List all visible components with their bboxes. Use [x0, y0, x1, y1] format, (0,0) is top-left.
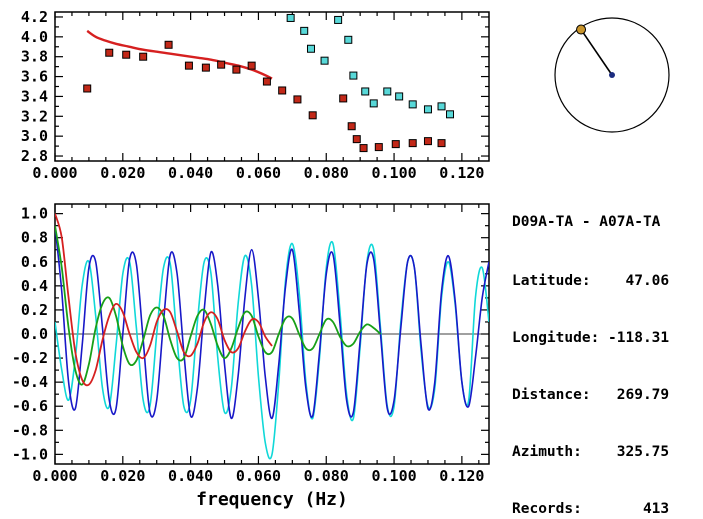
data-point [278, 86, 287, 95]
y-tick-label: 3.4 [21, 87, 48, 105]
x-tick-label: 0.060 [236, 164, 281, 182]
data-point [300, 26, 309, 35]
waveform-plot: 0.000 0.020 0.040 0.060 0.080 0.100 0.120 -1.0 -… [12, 203, 490, 510]
cross-spectrum-cyan [55, 241, 489, 460]
data-point [391, 140, 400, 149]
data-point [334, 15, 343, 24]
data-point [383, 87, 392, 96]
station-info-block: D09A-TA - A07A-TA Latitude: 47.06 Longit… [512, 175, 669, 519]
data-point [232, 65, 241, 74]
data-point [105, 48, 114, 57]
data-point [320, 56, 329, 65]
y-tick-label: 1.0 [21, 205, 48, 223]
info-line-longitude: Longitude: -118.31 [512, 330, 670, 346]
info-line-latitude: Latitude: 47.06 [512, 273, 670, 289]
center-station-dot [609, 72, 615, 78]
y-tick-label: -0.2 [12, 349, 48, 367]
data-point [122, 50, 131, 59]
data-point [437, 102, 446, 111]
data-point [408, 139, 417, 148]
data-point [217, 60, 226, 69]
data-point [339, 94, 348, 103]
x-tick-label: 0.100 [371, 467, 416, 485]
waveform-traces [55, 213, 489, 460]
data-point [349, 71, 358, 80]
data-point [437, 139, 446, 148]
y-tick-label: -0.6 [12, 397, 48, 415]
dispersion-plot: 0.000 0.020 0.040 0.060 0.080 0.100 0.120 2.8 3.… [21, 8, 490, 182]
data-point [359, 144, 368, 153]
measurements-red [83, 40, 446, 153]
data-point [262, 77, 271, 86]
x-axis-label: frequency (Hz) [196, 489, 348, 510]
x-tick-label: 0.060 [236, 467, 281, 485]
y-tick-label: 3.8 [21, 48, 48, 66]
x-tick-label: 0.120 [439, 164, 484, 182]
y-tick-label: 3.0 [21, 127, 48, 145]
y-tick-label: 0.4 [21, 277, 48, 295]
data-point [347, 122, 356, 131]
y-tick-label: 4.0 [21, 28, 48, 46]
x-tick-label: 0.000 [32, 467, 77, 485]
x-tick-label: 0.080 [304, 164, 349, 182]
info-line-azimuth: Azimuth: 325.75 [512, 444, 670, 460]
data-point [201, 63, 210, 72]
y-tick-label: 3.6 [21, 68, 48, 86]
azimuth-compass [554, 17, 670, 133]
y-tick-label: -1.0 [12, 445, 48, 463]
y-tick-label: 0.6 [21, 253, 48, 271]
x-tick-label: 0.120 [439, 467, 484, 485]
data-point [361, 87, 370, 96]
x-tick-label: 0.100 [371, 164, 416, 182]
y-tick-label: 0.0 [21, 325, 48, 343]
azimuth-line [580, 29, 613, 76]
x-tick-label: 0.020 [100, 467, 145, 485]
y-tick-label: 0.8 [21, 229, 48, 247]
data-point [308, 111, 317, 120]
data-point [139, 52, 148, 61]
remote-station-dot [576, 24, 587, 35]
station-pair-title: D09A-TA - A07A-TA [512, 214, 661, 230]
y-tick-label: -0.4 [12, 373, 48, 391]
data-point [446, 110, 455, 119]
data-point [369, 99, 378, 108]
data-point [286, 13, 295, 22]
data-point [184, 61, 193, 70]
x-tick-label: 0.040 [168, 467, 213, 485]
smoothed-red [55, 213, 273, 387]
data-point [395, 92, 404, 101]
data-point [352, 135, 361, 144]
y-tick-label: 4.2 [21, 8, 48, 26]
x-tick-label: 0.080 [304, 467, 349, 485]
data-point [423, 105, 432, 114]
data-point [344, 35, 353, 44]
x-tick-label: 0.040 [168, 164, 213, 182]
info-line-records: Records: 413 [512, 501, 670, 517]
data-point [374, 143, 383, 152]
data-point [408, 100, 417, 109]
y-tick-label: 0.2 [21, 301, 48, 319]
plot-frame [54, 11, 490, 162]
info-line-distance: Distance: 269.79 [512, 387, 670, 403]
azimuth-circle [554, 17, 670, 133]
data-point [247, 61, 256, 70]
data-point [164, 40, 173, 49]
y-tick-label: -0.8 [12, 421, 48, 439]
data-point [83, 84, 92, 93]
y-tick-label: 2.8 [21, 147, 48, 165]
cross-spectrum-blue [55, 225, 489, 420]
dispersion-curve [86, 29, 273, 80]
data-point [423, 137, 432, 146]
smoothed-green [55, 225, 382, 386]
measurements-cyan [286, 13, 455, 119]
x-tick-label: 0.000 [32, 164, 77, 182]
data-point [293, 95, 302, 104]
x-tick-label: 0.020 [100, 164, 145, 182]
y-tick-label: 3.2 [21, 107, 48, 125]
data-point [306, 44, 315, 53]
